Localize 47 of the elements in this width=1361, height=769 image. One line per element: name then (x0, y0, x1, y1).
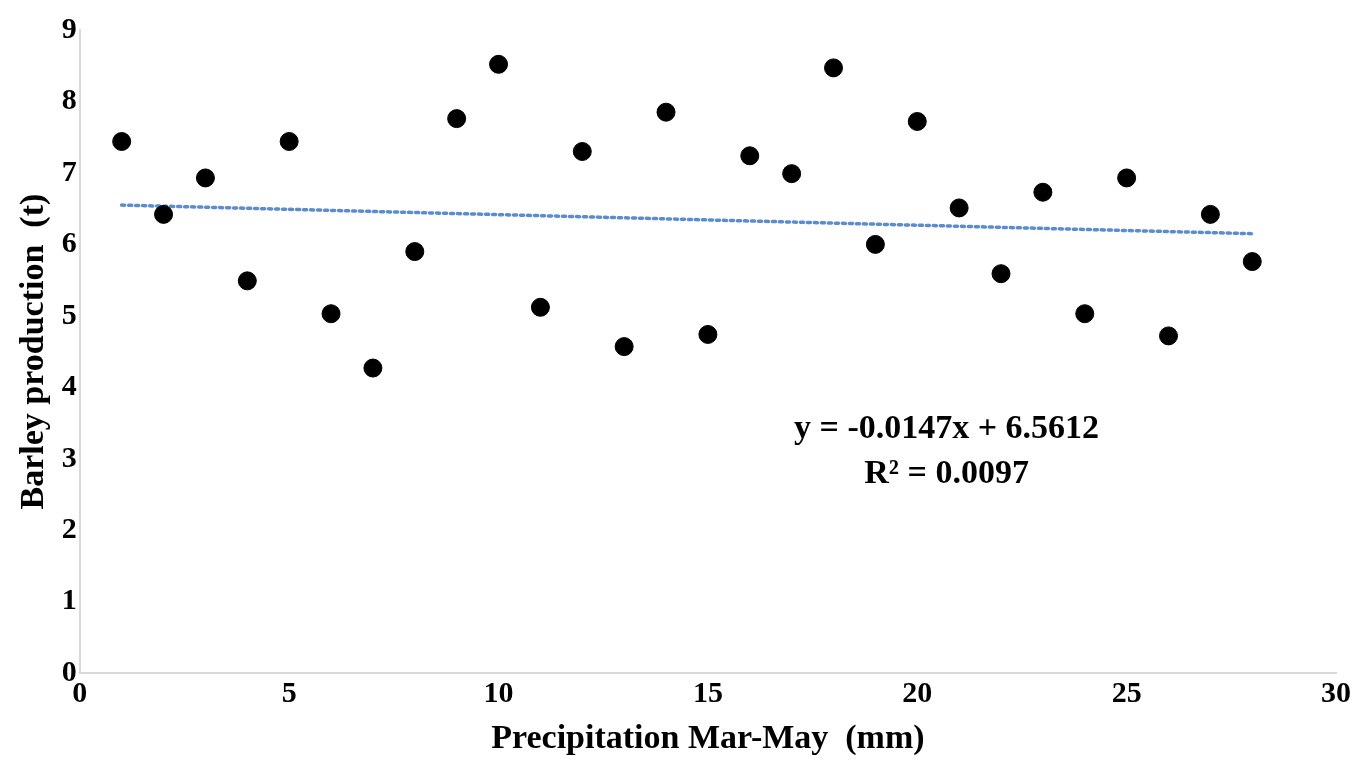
point (1159, 326, 1179, 346)
point (447, 109, 467, 129)
point (1075, 304, 1095, 324)
point (489, 54, 509, 74)
x-tick-label: 15 (692, 674, 723, 708)
point (1117, 168, 1137, 188)
x-tick-label: 30 (1321, 674, 1351, 708)
x-tick-label: 25 (1111, 674, 1142, 708)
y-tick-label: 1 (61, 582, 77, 616)
y-tick-label: 6 (61, 225, 77, 259)
point (405, 242, 425, 262)
point (321, 304, 341, 324)
x-tick-label: 10 (483, 674, 514, 708)
point (949, 198, 969, 218)
annotation: R² = 0.0097 (864, 452, 1029, 490)
point (698, 324, 718, 344)
point (740, 146, 760, 166)
point (907, 111, 927, 131)
annotation: y = -0.0147x + 6.5612 (794, 407, 1100, 445)
y-tick-label: 2 (61, 511, 77, 545)
point (824, 58, 844, 78)
y-tick-label: 8 (61, 82, 77, 116)
point (1242, 252, 1262, 272)
point (782, 164, 802, 184)
point (1033, 182, 1053, 202)
point (154, 204, 174, 224)
y-tick-label: 5 (61, 296, 77, 330)
point (865, 234, 885, 254)
point (237, 271, 257, 291)
point (530, 297, 550, 317)
point (279, 131, 299, 151)
point (572, 141, 592, 161)
point (363, 358, 383, 378)
y-tick-label: 3 (61, 439, 77, 473)
y-tick-label: 9 (61, 10, 77, 44)
point (112, 131, 132, 151)
x-tick-label: 5 (281, 674, 297, 708)
point (1200, 204, 1220, 224)
point (991, 264, 1011, 284)
y-tick-label: 7 (61, 153, 77, 187)
x-tick-label: 20 (902, 674, 933, 708)
point (656, 102, 676, 122)
y-tick-label: 4 (61, 368, 77, 402)
point (614, 337, 634, 357)
x-axis-title: Precipitation Mar-May (mm) (491, 718, 925, 757)
y-axis-title: Barley production (t) (13, 193, 52, 510)
point (195, 168, 215, 188)
